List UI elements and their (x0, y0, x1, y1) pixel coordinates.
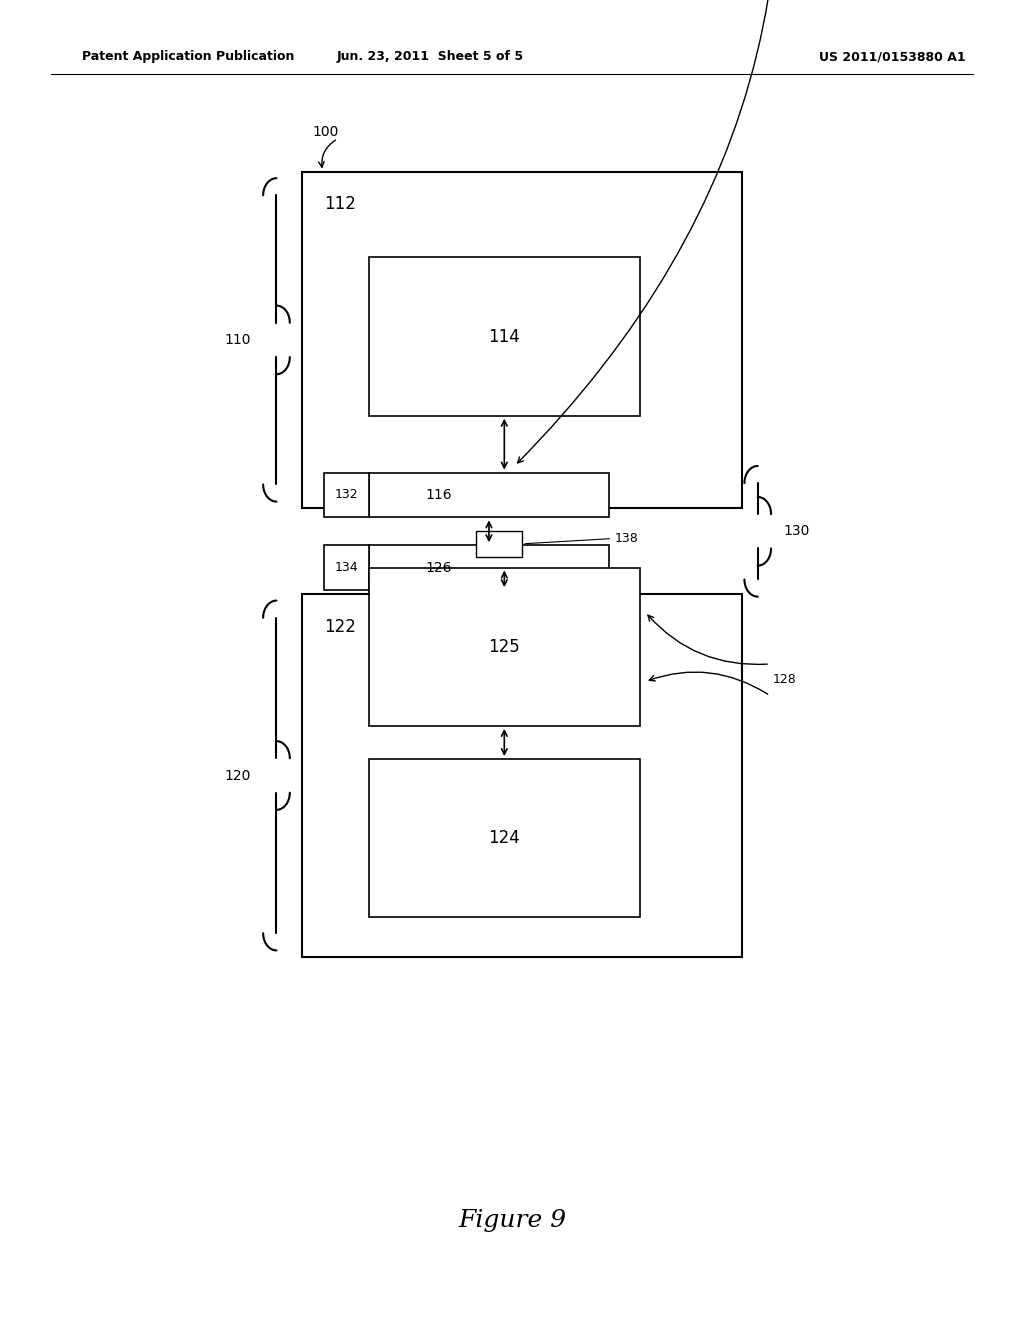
Text: US 2011/0153880 A1: US 2011/0153880 A1 (819, 50, 966, 63)
Text: 134: 134 (334, 561, 358, 574)
Bar (476, 531, 522, 557)
Bar (369, 759, 640, 917)
Bar (369, 545, 609, 590)
Bar (302, 172, 742, 508)
Text: 114: 114 (488, 327, 520, 346)
Text: 124: 124 (488, 829, 520, 847)
Text: 122: 122 (325, 618, 356, 636)
Text: 112: 112 (325, 195, 356, 214)
Text: 138: 138 (614, 532, 638, 545)
Text: Figure 9: Figure 9 (458, 1209, 566, 1233)
Text: 120: 120 (224, 768, 251, 783)
Text: 100: 100 (312, 125, 339, 139)
Text: 126: 126 (425, 561, 452, 574)
Text: 116: 116 (425, 488, 452, 502)
Text: 125: 125 (488, 638, 520, 656)
Bar (369, 473, 609, 517)
Text: 128: 128 (773, 673, 797, 686)
Bar (369, 568, 640, 726)
Text: Patent Application Publication: Patent Application Publication (82, 50, 294, 63)
Text: Jun. 23, 2011  Sheet 5 of 5: Jun. 23, 2011 Sheet 5 of 5 (337, 50, 523, 63)
Text: 130: 130 (783, 524, 810, 539)
Text: 132: 132 (334, 488, 358, 502)
Bar (369, 257, 640, 416)
Text: 110: 110 (224, 333, 251, 347)
Bar (302, 594, 742, 957)
Bar (324, 545, 369, 590)
Bar (324, 473, 369, 517)
